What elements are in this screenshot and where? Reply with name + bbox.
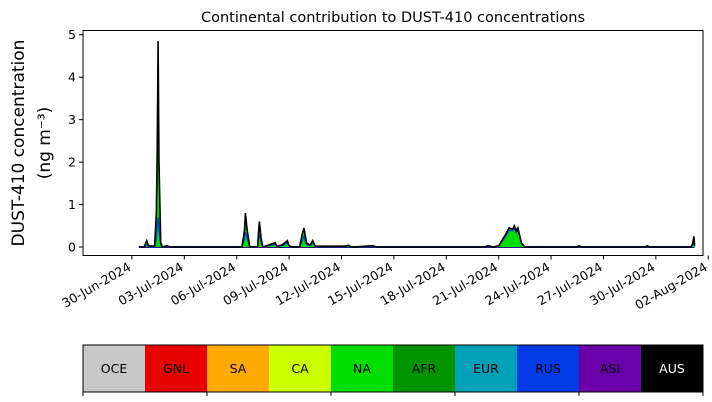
legend-label-afr: AFR (412, 361, 437, 376)
y-tick-label: 4 (68, 70, 76, 85)
legend-swatch-aus (641, 345, 704, 392)
y-axis-label-line2: (ng m⁻³) (35, 107, 55, 180)
legend-swatch-na (331, 345, 394, 392)
y-tick-label: 3 (68, 112, 76, 127)
legend-label-na: NA (353, 361, 371, 376)
legend-swatch-afr (393, 345, 456, 392)
line-series-rus (138, 217, 696, 248)
legend-swatch-ca (269, 345, 332, 392)
legend-label-gnl: GNL (163, 361, 189, 376)
legend-swatch-eur (455, 345, 518, 392)
legend-label-sa: SA (230, 361, 247, 376)
legend-frame (82, 344, 704, 393)
plot-frame (82, 30, 704, 256)
legend-swatch-rus (517, 345, 580, 392)
y-tick-label: 5 (68, 27, 76, 42)
y-axis-label-line1: DUST-410 concentration (9, 40, 29, 247)
area-series-na (138, 41, 695, 248)
y-tick-label: 0 (68, 240, 76, 255)
legend-label-aus: AUS (659, 361, 685, 376)
y-tick-label: 2 (68, 155, 76, 170)
legend-swatch-asi (579, 345, 642, 392)
legend-swatch-sa (207, 345, 270, 392)
legend-swatch-gnl (145, 345, 208, 392)
legend-label-rus: RUS (535, 361, 561, 376)
chart-title: Continental contribution to DUST-410 con… (201, 10, 585, 26)
legend-label-oce: OCE (101, 361, 128, 376)
legend-swatch-oce (83, 345, 146, 392)
legend-label-eur: EUR (473, 361, 499, 376)
line-series-total (138, 41, 696, 249)
y-tick-label: 1 (68, 197, 76, 212)
legend-label-ca: CA (291, 361, 309, 376)
legend-label-asi: ASI (600, 361, 620, 376)
